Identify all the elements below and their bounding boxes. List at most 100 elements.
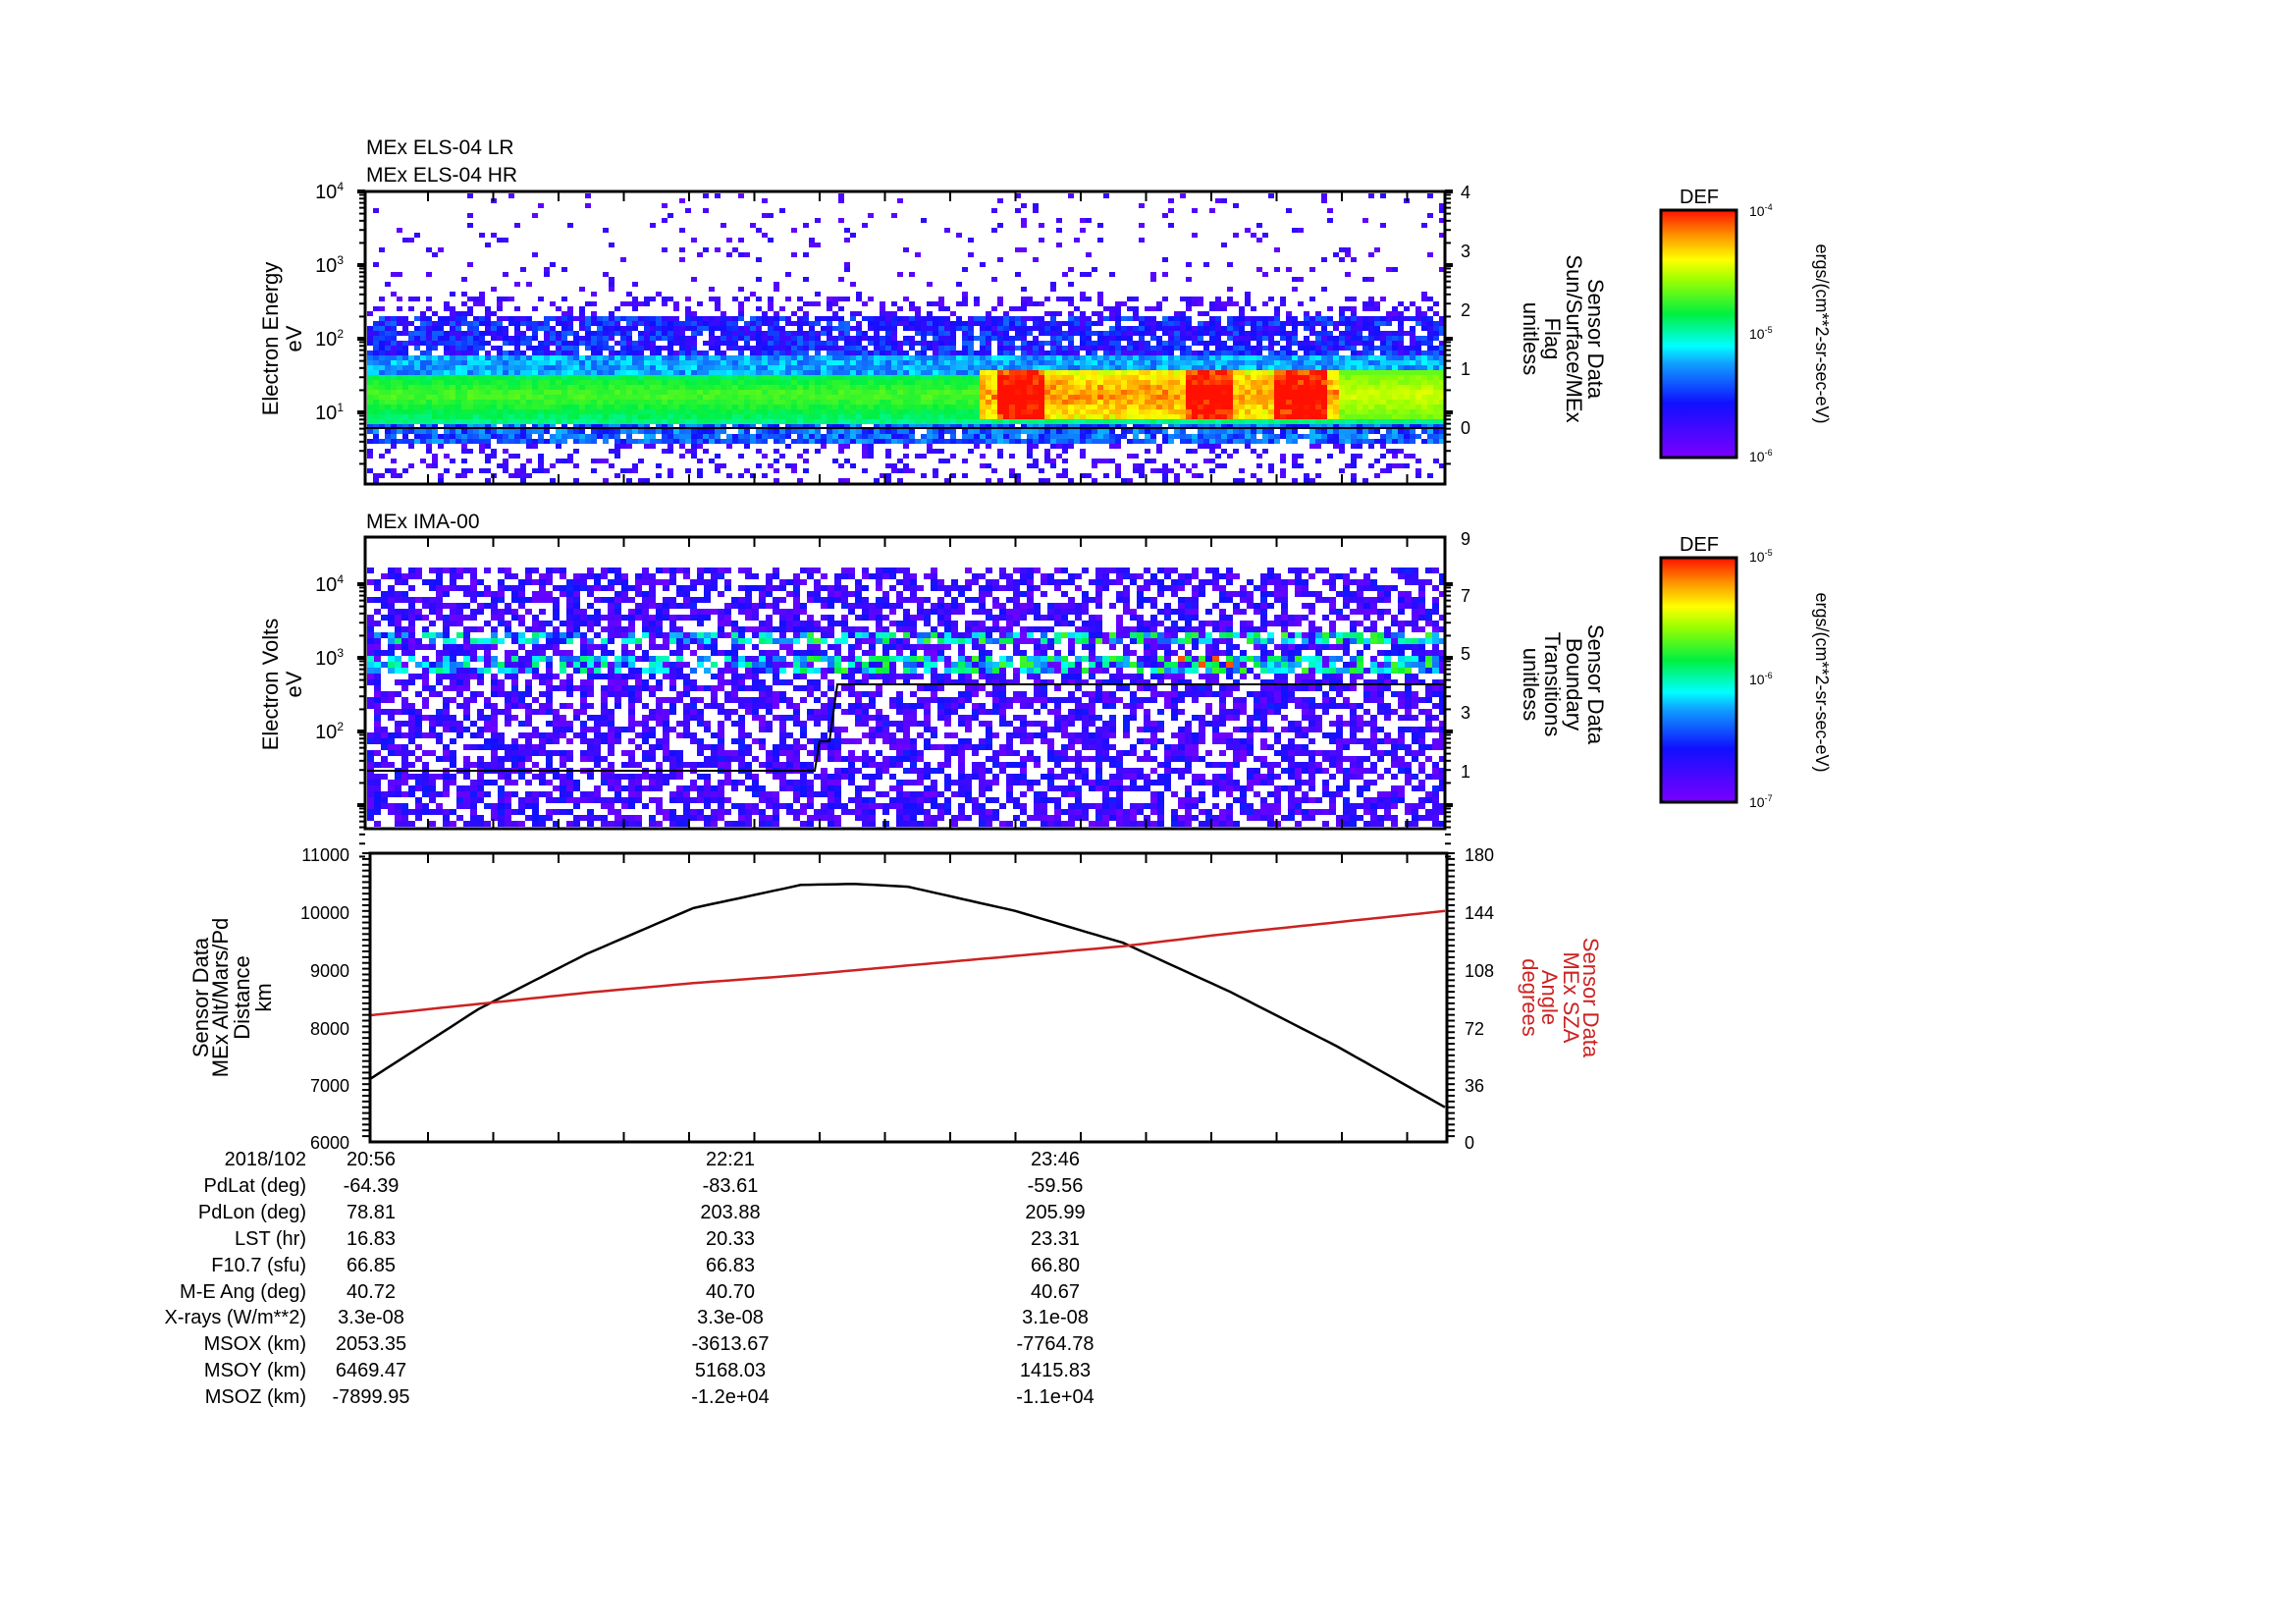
ephem-c2-meang: 40.70 (705, 1281, 756, 1303)
ephem-c1-meang: 40.72 (346, 1281, 397, 1303)
ephem-c2-lst: 20.33 (705, 1228, 756, 1250)
colorbar-ima-bottom-label: 10-7 (1749, 793, 1773, 810)
els-rtick-0: 0 (1461, 418, 1470, 438)
ima-ytick-1e3: 103 (315, 646, 344, 670)
ephem-c1-pdlon: 78.81 (346, 1202, 397, 1223)
ephem-c1-xrays: 3.3e-08 (338, 1307, 404, 1328)
els-ylabel: Electron Energy eV (258, 262, 306, 416)
panel-orbit-ticks (362, 852, 1455, 1142)
orbit-rtick-36: 36 (1465, 1076, 1484, 1096)
ephem-c3-pdlon: 205.99 (1025, 1202, 1086, 1223)
ephem-c1-pdlat: -64.39 (343, 1175, 400, 1197)
ephem-c3-pdlat: -59.56 (1027, 1175, 1084, 1197)
orbit-ytick-6000: 6000 (310, 1133, 349, 1153)
ephem-label-msox: MSOX (km) (203, 1333, 306, 1355)
ephem-label-date: 2018/102 (224, 1149, 306, 1170)
ima-rtick-9: 9 (1461, 529, 1470, 549)
ephem-c3-f107: 66.80 (1030, 1255, 1081, 1276)
ima-rtick-3: 3 (1461, 703, 1470, 723)
panel-orbit: 11000 10000 9000 8000 7000 6000 Sensor D… (188, 845, 1603, 1153)
ephem-label-meang: M-E Ang (deg) (180, 1281, 306, 1303)
ephem-c2-msox: -3613.67 (691, 1333, 770, 1355)
boundary-transitions-line (367, 683, 1445, 772)
orbit-ytick-9000: 9000 (310, 961, 349, 981)
ephem-c2-f107: 66.83 (705, 1255, 756, 1276)
els-rtick-4: 4 (1461, 183, 1470, 202)
els-ytick-1e2: 102 (315, 327, 344, 351)
ephem-c1-f107: 66.85 (346, 1255, 397, 1276)
ephem-c1-time: 20:56 (346, 1149, 397, 1170)
orbit-ytick-10000: 10000 (300, 903, 349, 923)
colorbar-ima-mid-label: 10-6 (1749, 671, 1773, 687)
colorbar-els-gradient (1659, 208, 1738, 460)
ima-ytick-1e4: 104 (315, 572, 344, 596)
colorbar-els: DEF 10-4 10-5 10-6 ergs/(cm**2-sr-sec-eV… (1659, 187, 1832, 464)
ima-rtick-5: 5 (1461, 644, 1470, 664)
panel-ima: MEx IMA-00 104 103 102 Electron Volts eV… (258, 511, 1608, 858)
els-ytick-1e1: 101 (315, 401, 344, 424)
ima-rtick-1: 1 (1461, 762, 1470, 782)
orbit-rtick-180: 180 (1465, 845, 1494, 865)
distance-line (370, 882, 1446, 1109)
ephem-c3-meang: 40.67 (1030, 1281, 1081, 1303)
ephem-c3-lst: 23.31 (1030, 1228, 1081, 1250)
els-rtick-2: 2 (1461, 300, 1470, 320)
els-ytick-1e3: 103 (315, 253, 344, 277)
orbit-rtick-144: 144 (1465, 903, 1494, 923)
ephem-label-xrays: X-rays (W/m**2) (164, 1307, 306, 1328)
els-spectrogram (367, 193, 1445, 483)
els-rtick-1: 1 (1461, 359, 1470, 379)
panel-ima-ticks (357, 537, 1453, 858)
ephem-label-msoz: MSOZ (km) (204, 1386, 306, 1408)
colorbar-els-bottom-label: 10-6 (1749, 448, 1773, 464)
colorbar-els-top-label: 10-4 (1749, 202, 1773, 219)
ima-ylabel: Electron Volts eV (258, 619, 306, 751)
ephem-c3-time: 23:46 (1030, 1149, 1081, 1170)
panel-els-title-2: MEx ELS-04 HR (366, 164, 517, 187)
ima-rtick-7: 7 (1461, 586, 1470, 606)
ephem-c1-msoy: 6469.47 (335, 1360, 407, 1381)
ephem-label-lst: LST (hr) (235, 1228, 306, 1250)
ima-spectrogram (367, 568, 1446, 827)
ephem-c2-xrays: 3.3e-08 (697, 1307, 764, 1328)
panel-els: MEx ELS-04 LR MEx ELS-04 HR 104 103 102 … (258, 136, 1608, 486)
orbit-rtick-108: 108 (1465, 961, 1494, 981)
ephem-c2-msoz: -1.2e+04 (691, 1386, 770, 1408)
panel-els-title-1: MEx ELS-04 LR (366, 136, 514, 159)
els-ytick-1e4: 104 (315, 180, 344, 203)
orbit-ytick-7000: 7000 (310, 1076, 349, 1096)
panel-ima-frame (363, 535, 1447, 831)
ephem-label-msoy: MSOY (km) (203, 1360, 306, 1381)
colorbar-ima-title: DEF (1680, 534, 1719, 556)
orbit-ytick-8000: 8000 (310, 1019, 349, 1039)
sza-line (370, 909, 1446, 1017)
panel-els-ticks (357, 189, 1453, 484)
orbit-rtick-72: 72 (1465, 1019, 1484, 1039)
ephem-c2-msoy: 5168.03 (694, 1360, 767, 1381)
ephem-c1-lst: 16.83 (346, 1228, 397, 1250)
colorbar-ima-gradient (1659, 556, 1738, 804)
ephem-c3-msox: -7764.78 (1016, 1333, 1095, 1355)
panel-ima-title: MEx IMA-00 (366, 511, 480, 533)
orbit-ylabel: Sensor Data MEx Alt/Mars/Pd Distance km (188, 918, 276, 1078)
colorbar-els-unit: ergs/(cm**2-sr-sec-eV) (1812, 243, 1832, 423)
colorbar-ima-top-label: 10-5 (1749, 548, 1773, 565)
ima-ytick-1e2: 102 (315, 720, 344, 743)
ephem-c2-time: 22:21 (705, 1149, 756, 1170)
ephem-label-pdlat: PdLat (deg) (203, 1175, 306, 1197)
els-rtick-3: 3 (1461, 242, 1470, 261)
ephem-c1-msox: 2053.35 (335, 1333, 407, 1355)
ephem-label-f107: F10.7 (sfu) (211, 1255, 306, 1276)
colorbar-els-title: DEF (1680, 187, 1719, 208)
orbit-ytick-11000: 11000 (301, 845, 349, 865)
orbit-right-ylabel: Sensor Data MEx SZA Angle degrees (1518, 938, 1603, 1058)
ephem-c3-msoz: -1.1e+04 (1016, 1386, 1095, 1408)
ephem-c2-pdlon: 203.88 (700, 1202, 761, 1223)
els-right-ylabel: Sensor Data Sun/Surface/MEx Flag unitles… (1519, 254, 1608, 422)
ephem-c3-msoy: 1415.83 (1019, 1360, 1092, 1381)
ephem-c3-xrays: 3.1e-08 (1022, 1307, 1089, 1328)
colorbar-els-mid-label: 10-5 (1749, 325, 1773, 342)
ephem-label-pdlon: PdLon (deg) (197, 1202, 306, 1223)
colorbar-ima: DEF 10-5 10-6 10-7 ergs/(cm**2-sr-sec-eV… (1659, 534, 1832, 810)
